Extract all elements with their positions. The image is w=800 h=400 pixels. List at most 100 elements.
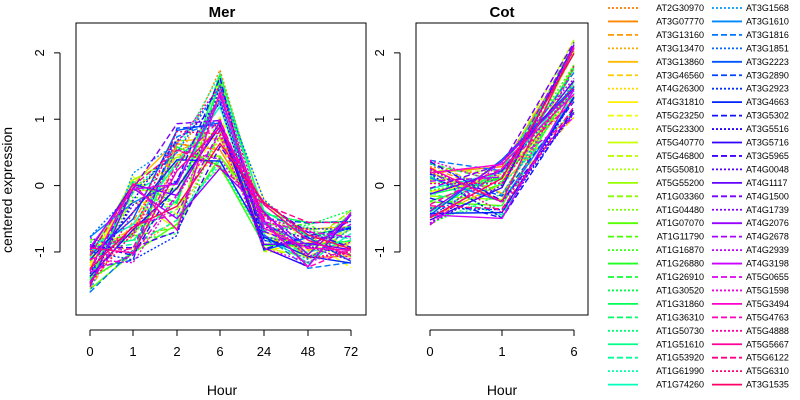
legend-label: AT5G6310 [746, 366, 789, 376]
legend-label: AT3G2223 [746, 57, 789, 67]
legend-label: AT5G0655 [746, 272, 789, 282]
legend-label: AT3G1535 [746, 380, 789, 390]
legend-label: AT5G55200 [656, 178, 704, 188]
legend-label: AT3G46560 [656, 70, 704, 80]
mer-series-line [89, 122, 352, 275]
legend-label: AT1G61990 [656, 366, 704, 376]
mer-y-tick-label: -1 [32, 246, 47, 258]
legend-label: AT3G1816 [746, 30, 789, 40]
legend-label: AT5G46800 [656, 151, 704, 161]
cot-series-line [429, 92, 575, 216]
legend-label: AT3G2890 [746, 70, 789, 80]
y-axis-label: centered expression [0, 127, 15, 253]
legend-label: AT3G5965 [746, 151, 789, 161]
legend-label: AT5G6122 [746, 353, 789, 363]
cot-x-tick-label: 1 [498, 344, 505, 359]
mer-series-line [89, 142, 352, 270]
mer-y-tick-label: 1 [32, 116, 47, 123]
legend-label: AT1G07070 [656, 218, 704, 228]
legend-label: AT3G13160 [656, 30, 704, 40]
cot-series-line [429, 87, 575, 184]
legend-label: AT5G1598 [746, 285, 789, 295]
cot-series-line [429, 106, 575, 210]
cot-series-line [429, 88, 575, 220]
legend-label: AT1G04480 [656, 205, 704, 215]
legend-label: AT2G30970 [656, 3, 704, 13]
mer-series-line [89, 81, 352, 249]
mer-series-line [89, 145, 352, 249]
legend-label: AT5G50810 [656, 164, 704, 174]
mer-series-line [89, 135, 352, 250]
cot-series-line [429, 80, 575, 195]
panel-cot-plot-box [415, 22, 589, 316]
legend-label: AT4G3198 [746, 259, 789, 269]
cot-series-line [429, 85, 575, 185]
mer-series-line [89, 118, 352, 269]
legend-label: AT1G31860 [656, 299, 704, 309]
panel-cot-series-lines [429, 39, 575, 226]
mer-series-line [89, 142, 352, 255]
legend-label: AT1G53920 [656, 353, 704, 363]
legend-label: AT3G1568 [746, 3, 789, 13]
mer-series-line [89, 84, 352, 285]
mer-x-tick-label: 2 [173, 344, 180, 359]
legend-label: AT3G1851 [746, 43, 789, 53]
legend-label: AT5G4888 [746, 326, 789, 336]
legend-label: AT3G1610 [746, 16, 789, 26]
legend-label: AT4G2076 [746, 218, 789, 228]
legend-label: AT3G2923 [746, 84, 789, 94]
panel-mer-axes: 0 1 2 6 24 48 72 -1 0 1 2 [32, 49, 358, 359]
mer-series-line [89, 120, 352, 273]
legend-label: AT5G23300 [656, 124, 704, 134]
panel-mer: Mer centered expression Hour 0 1 2 6 24 48 72 -… [0, 4, 367, 398]
legend-label: AT3G5516 [746, 124, 789, 134]
legend-label: AT4G31810 [656, 97, 704, 107]
legend-label: AT1G30520 [656, 285, 704, 295]
mer-x-tick-label: 24 [257, 344, 271, 359]
legend-label: AT5G40770 [656, 138, 704, 148]
legend-label: AT1G26910 [656, 272, 704, 282]
legend-label: AT5G3494 [746, 299, 789, 309]
cot-series-line [429, 78, 575, 224]
mer-y-tick-label: 2 [32, 49, 47, 56]
legend-label: AT3G07770 [656, 16, 704, 26]
legend: AT2G30970 AT3G07770 AT3G13160 AT3G13470 AT3G… [608, 3, 789, 390]
panel-cot: Cot Hour 0 1 6 -1 0 1 2 [372, 4, 589, 398]
legend-label: AT4G1739 [746, 205, 789, 215]
legend-label: AT1G16870 [656, 245, 704, 255]
legend-label: AT4G1117 [746, 178, 788, 188]
mer-series-line [89, 149, 352, 258]
mer-x-tick-label: 48 [301, 344, 315, 359]
legend-label: AT5G23250 [656, 111, 704, 121]
cot-series-line [429, 47, 575, 203]
cot-series-line [429, 100, 575, 206]
legend-label: AT1G51610 [656, 339, 704, 349]
legend-label: AT1G03360 [656, 191, 704, 201]
mer-x-tick-label: 6 [216, 344, 223, 359]
panel-mer-series-lines [89, 67, 352, 293]
mer-series-line [89, 85, 352, 281]
cot-y-tick-label: -1 [372, 246, 387, 258]
cot-series-line [429, 88, 575, 212]
legend-label: AT3G13860 [656, 57, 704, 67]
cot-y-tick-label: 2 [372, 49, 387, 56]
legend-label: AT5G4763 [746, 312, 789, 322]
mer-series-line [89, 98, 352, 246]
panel-mer-title: Mer [209, 4, 236, 21]
mer-y-tick-label: 0 [32, 182, 47, 189]
legend-label: AT3G5716 [746, 138, 789, 148]
legend-label: AT5G5667 [746, 339, 789, 349]
legend-label: AT4G1500 [746, 191, 789, 201]
cot-x-tick-label: 0 [426, 344, 433, 359]
mer-series-line [89, 126, 352, 257]
legend-label: AT3G5302 [746, 111, 789, 121]
cot-series-line [429, 52, 575, 219]
legend-label: AT1G26880 [656, 259, 704, 269]
cot-x-tick-label: 6 [570, 344, 577, 359]
mer-x-tick-label: 0 [86, 344, 93, 359]
legend-label: AT1G36310 [656, 312, 704, 322]
legend-label: AT3G4663 [746, 97, 789, 107]
cot-series-line [429, 44, 575, 221]
legend-label: AT4G2678 [746, 232, 789, 242]
mer-series-line [89, 105, 352, 264]
